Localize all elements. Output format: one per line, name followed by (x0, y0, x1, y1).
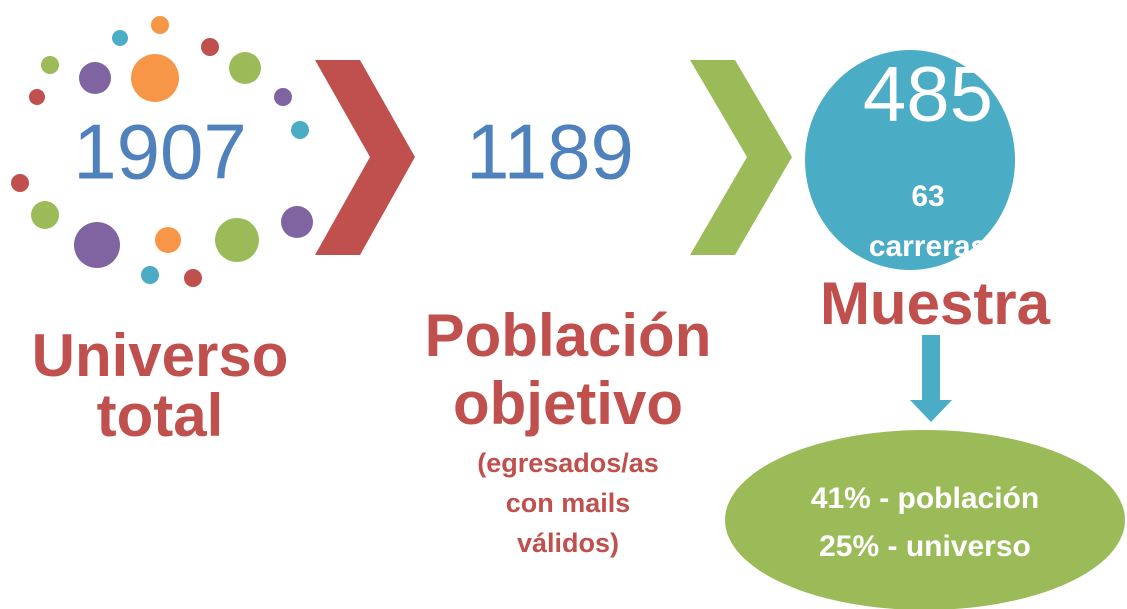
population-number: 1189 (466, 108, 634, 196)
decorative-dots (11, 16, 313, 287)
sample-careers: carreras (869, 230, 987, 263)
sample-label: Muestra (820, 270, 1051, 337)
sample-circle (805, 50, 1015, 270)
population-label: objetivo (453, 370, 683, 437)
sample-careers: 63 (911, 180, 944, 213)
population-note: válidos) (517, 528, 619, 558)
green-chevron (690, 60, 792, 255)
universe-number: 1907 (73, 108, 247, 196)
ratio-ellipse (725, 430, 1125, 609)
sample-ratio: 25% - universo (819, 530, 1031, 563)
population-note: (egresados/as (477, 448, 659, 478)
population-note: con mails (506, 488, 631, 518)
red-chevron (315, 60, 415, 255)
sample-ratio: 41% - población (811, 482, 1039, 515)
down-arrow (910, 335, 952, 422)
universe-label: total (97, 382, 224, 449)
universe-label: Universo (32, 322, 289, 389)
sample-number: 485 (863, 50, 993, 138)
population-label: Población (425, 302, 712, 369)
